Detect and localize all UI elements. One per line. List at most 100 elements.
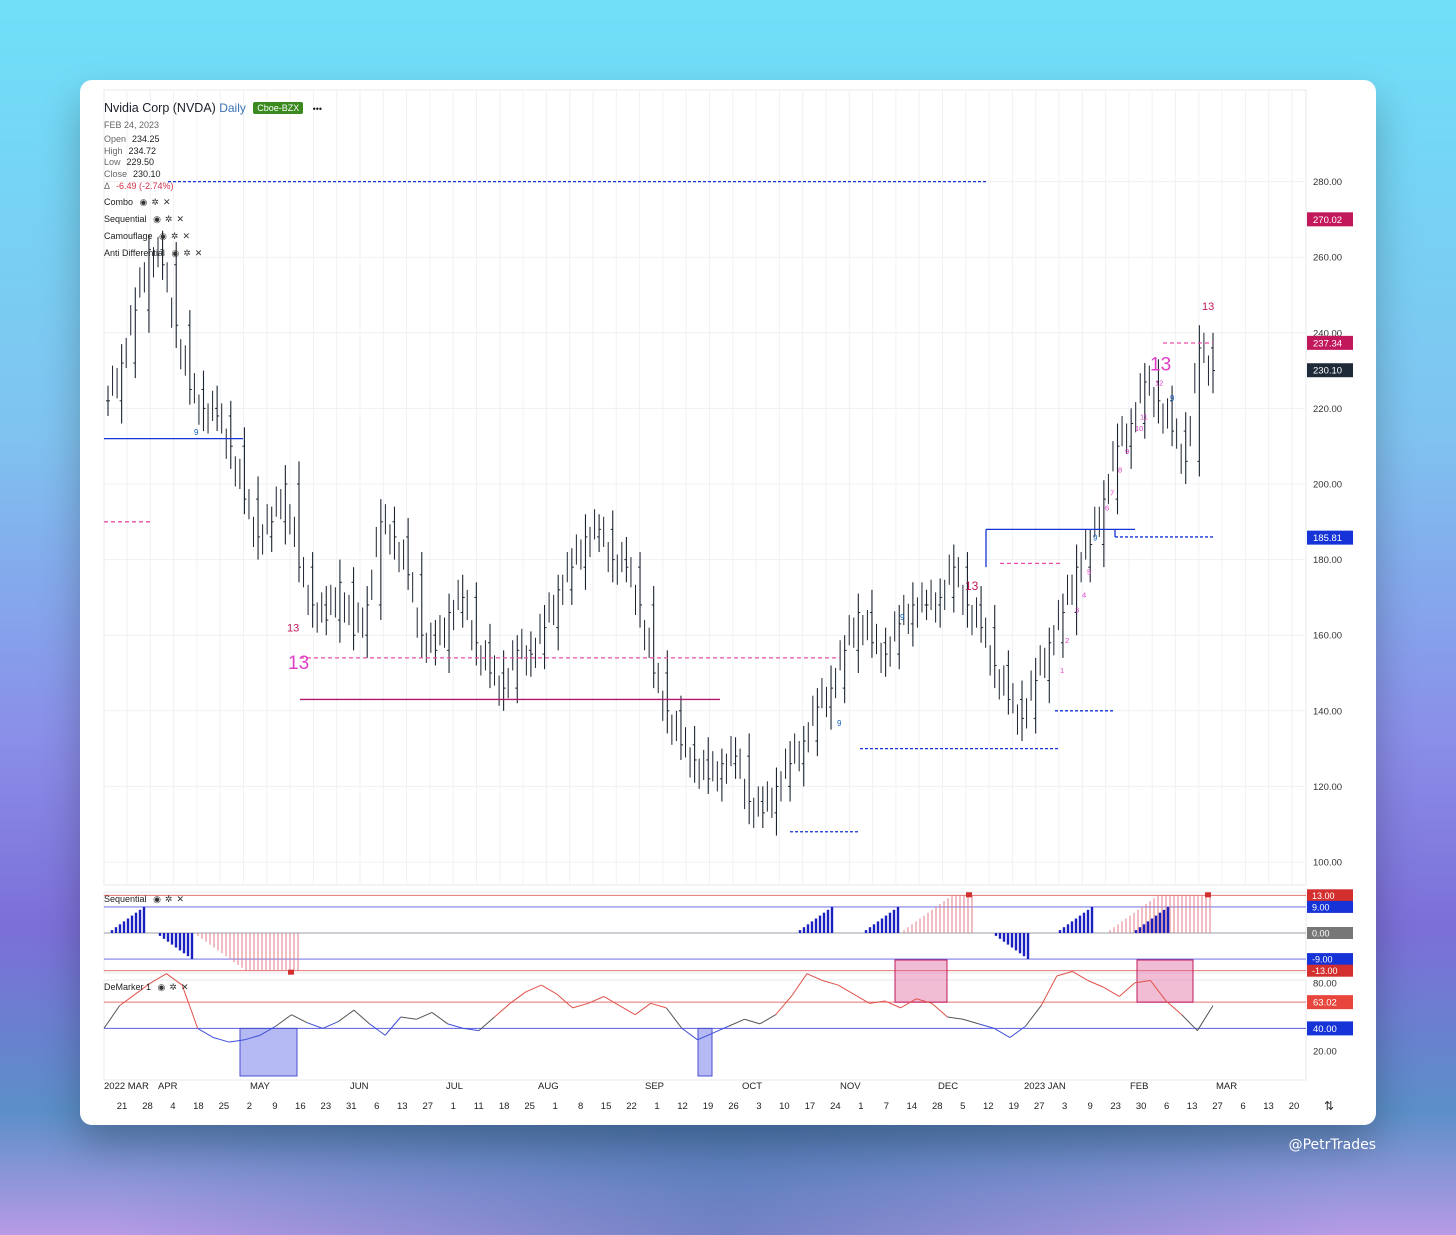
- x-month-label: FEB: [1130, 1081, 1148, 1092]
- sequential-panel-legend[interactable]: Sequential ◉ ✲ ✕: [104, 894, 184, 905]
- close-icon[interactable]: ✕: [162, 197, 171, 207]
- indicator-label: Anti Differential: [104, 248, 165, 258]
- x-day-label: 31: [346, 1101, 357, 1112]
- eye-icon[interactable]: ◉: [139, 197, 148, 207]
- gear-icon[interactable]: ✲: [170, 231, 179, 241]
- more-menu-icon[interactable]: •••: [312, 104, 323, 114]
- x-day-label: 26: [728, 1101, 739, 1112]
- demarker-line-segment: [712, 1025, 729, 1034]
- td-setup-count: 1: [1060, 666, 1064, 675]
- demarker-line-segment: [259, 1025, 277, 1036]
- x-day-label: 24: [830, 1101, 841, 1112]
- sequential-panel-label: Sequential: [104, 894, 147, 904]
- indicator-label: Sequential: [104, 214, 147, 224]
- eye-icon[interactable]: ◉: [153, 894, 161, 904]
- demarker-oversold-zone: [239, 1027, 298, 1077]
- chart-canvas[interactable]: 280.00260.00240.00220.00200.00180.00160.…: [80, 80, 1376, 1125]
- demarker-line-segment: [478, 1016, 495, 1032]
- demarker-line-segment: [353, 1009, 370, 1025]
- demarker-line-segment: [244, 1034, 261, 1041]
- price-pane-frame: [103, 89, 1307, 886]
- td-setup-count: 12: [1155, 379, 1163, 388]
- demarker-line-segment: [416, 1011, 433, 1020]
- x-day-label: 9: [1088, 1101, 1093, 1112]
- close-icon[interactable]: ✕: [180, 982, 189, 992]
- close-icon[interactable]: ✕: [182, 231, 190, 241]
- x-day-label: 19: [1008, 1101, 1019, 1112]
- demarker-line-segment: [869, 1000, 886, 1004]
- x-month-label: NOV: [840, 1081, 861, 1092]
- eye-icon[interactable]: ◉: [153, 214, 161, 224]
- gear-icon[interactable]: ✲: [183, 248, 191, 258]
- x-day-label: 16: [295, 1101, 306, 1112]
- close-icon[interactable]: ✕: [176, 894, 185, 904]
- demarker-line-segment: [1040, 975, 1058, 1006]
- demarker-line-segment: [541, 984, 558, 995]
- demarker-level-label: 40.00: [1313, 1024, 1337, 1035]
- demarker-line-segment: [588, 996, 605, 1004]
- td-countdown-13: 13: [287, 622, 299, 634]
- x-day-label: 9: [272, 1101, 277, 1112]
- symbol-title[interactable]: Nvidia Corp (NVDA): [104, 101, 216, 115]
- td-setup-count: 3: [1075, 606, 1079, 615]
- sequential-tag-label: 9.00: [1312, 902, 1330, 912]
- low-value: 229.50: [126, 157, 155, 168]
- y-tick-label: 120.00: [1313, 782, 1342, 793]
- demarker-line-segment: [619, 1005, 636, 1016]
- demarker-line-segment: [744, 1018, 761, 1025]
- td-setup-9: 9: [837, 719, 842, 728]
- demarker-panel-legend[interactable]: DeMarker 1 ◉ ✲ ✕: [104, 982, 188, 993]
- y-tick-label: 140.00: [1313, 706, 1342, 717]
- demarker-line-segment: [634, 1002, 651, 1016]
- eye-icon[interactable]: ◉: [157, 982, 166, 992]
- demarker-line-segment: [775, 996, 792, 1016]
- demarker-line-segment: [447, 1023, 464, 1029]
- close-icon[interactable]: ✕: [194, 248, 203, 258]
- y-tick-label: 100.00: [1313, 858, 1342, 869]
- gear-icon[interactable]: ✲: [169, 982, 177, 992]
- axis-swap-icon: ⇅: [1324, 1099, 1334, 1113]
- gear-icon[interactable]: ✲: [164, 214, 173, 224]
- x-day-label: 3: [756, 1101, 761, 1112]
- x-day-label: 6: [1240, 1101, 1245, 1112]
- demarker-line-segment: [103, 1005, 121, 1029]
- x-day-label: 12: [983, 1101, 994, 1112]
- price-tag-label: 270.02: [1313, 215, 1342, 226]
- eye-icon[interactable]: ◉: [171, 248, 180, 258]
- close-icon[interactable]: ✕: [176, 214, 185, 224]
- demarker-level-tag: [1307, 995, 1353, 1010]
- demarker-line-segment: [338, 1009, 355, 1022]
- indicator-anti-differential[interactable]: Anti Differential ◉ ✲ ✕: [104, 248, 202, 259]
- gear-icon[interactable]: ✲: [151, 197, 159, 207]
- td-setup-count: 9: [1125, 447, 1129, 456]
- demarker-line-segment: [134, 982, 152, 995]
- open-value: 234.25: [132, 134, 160, 144]
- x-day-label: 12: [677, 1101, 688, 1112]
- td-setup-count: 4: [1082, 590, 1086, 599]
- x-day-label: 30: [1136, 1101, 1147, 1112]
- demarker-line-segment: [494, 1002, 511, 1018]
- change-label: Δ: [104, 180, 111, 191]
- open-label: Open: [104, 134, 127, 144]
- td-setup-count: 6: [1105, 503, 1109, 512]
- x-day-label: 5: [960, 1101, 965, 1112]
- sequential-tag-label: 0.00: [1312, 929, 1330, 939]
- x-month-label: JUL: [446, 1081, 463, 1092]
- x-month-label: MAY: [250, 1081, 271, 1092]
- indicator-combo[interactable]: Combo ◉ ✲ ✕: [104, 197, 170, 208]
- indicator-camouflage[interactable]: Camouflage ◉ ✲ ✕: [104, 231, 190, 242]
- gear-icon[interactable]: ✲: [164, 894, 173, 904]
- x-day-label: 23: [321, 1101, 332, 1112]
- indicator-sequential[interactable]: Sequential ◉ ✲ ✕: [104, 214, 184, 225]
- eye-icon[interactable]: ◉: [159, 231, 167, 241]
- demarker-line-segment: [509, 991, 527, 1004]
- td-countdown-13: 13: [1150, 355, 1171, 376]
- interval-label[interactable]: Daily: [219, 101, 246, 115]
- x-day-label: 11: [474, 1101, 484, 1112]
- x-day-label: 1: [858, 1101, 863, 1112]
- sequential-tag-label: -13.00: [1312, 966, 1338, 976]
- x-day-label: 27: [422, 1101, 433, 1112]
- demarker-line-segment: [1072, 970, 1089, 981]
- chart-header: Nvidia Corp (NVDA) Daily Cboe-BZX •••: [104, 101, 322, 115]
- chart-window: 280.00 260.00 240.00 220.00 200.00 180.00 160.…: [80, 80, 1376, 1125]
